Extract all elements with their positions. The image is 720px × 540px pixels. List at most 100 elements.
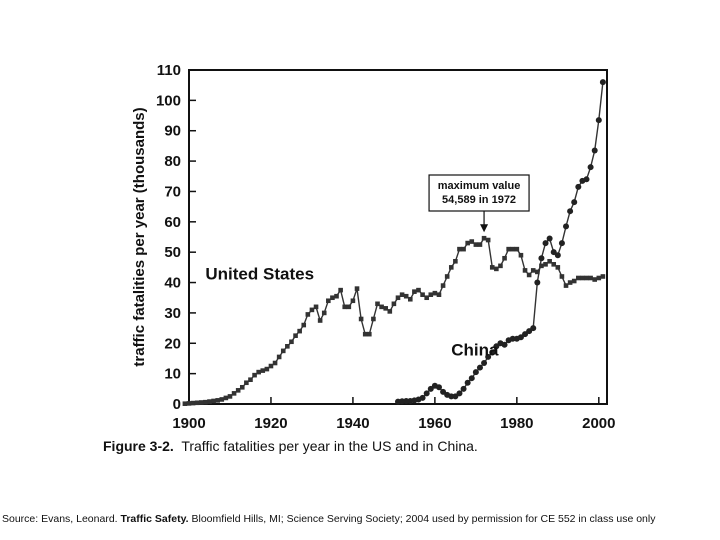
y-tick-label: 40 [164, 275, 181, 292]
data-point-square [383, 306, 389, 311]
data-point-square [371, 316, 376, 322]
data-point-circle [468, 375, 475, 382]
data-point-square [215, 398, 220, 403]
data-point-square [379, 304, 384, 310]
data-point-circle [587, 164, 594, 171]
data-point-square [481, 235, 487, 241]
data-point-square [190, 400, 196, 406]
data-point-square [395, 295, 401, 301]
data-point-square [469, 239, 475, 244]
y-tick-label: 100 [156, 92, 181, 109]
data-point-circle [460, 385, 467, 392]
data-point-square [346, 304, 352, 310]
data-point-square [235, 388, 241, 393]
data-point-square [596, 275, 602, 281]
data-point-square [489, 265, 495, 270]
data-point-circle [558, 240, 565, 247]
data-point-square [285, 344, 290, 349]
data-point-square [588, 275, 593, 281]
data-point-circle [452, 393, 459, 400]
data-point-square [260, 368, 266, 373]
y-tick-label: 110 [157, 62, 181, 79]
data-point-square [592, 277, 598, 282]
data-point-square [461, 246, 466, 252]
data-point-square [186, 401, 192, 406]
x-tick-label: 1980 [500, 415, 533, 432]
data-point-square [555, 265, 561, 270]
data-point-square [391, 301, 397, 307]
data-point-circle [546, 235, 553, 242]
data-point-circle [522, 331, 529, 338]
data-point-square [567, 280, 573, 285]
y-tick-label: 20 [164, 335, 181, 352]
data-point-circle [595, 117, 602, 124]
data-point-square [293, 333, 298, 338]
y-tick-label: 70 [164, 183, 181, 200]
data-point-circle [440, 388, 447, 395]
data-point-square [543, 262, 548, 267]
data-point-square [526, 272, 532, 278]
data-point-square [407, 296, 413, 302]
data-point-square [350, 298, 356, 304]
data-point-square [539, 263, 544, 269]
data-point-circle [493, 343, 500, 350]
data-point-circle [534, 279, 541, 286]
data-point-circle [567, 208, 574, 215]
data-point-square [432, 290, 438, 296]
y-tick-label: 60 [164, 214, 181, 231]
data-point-circle [435, 384, 442, 391]
data-point-square [535, 269, 540, 275]
data-point-square [219, 397, 225, 402]
source-prefix: Source: Evans, Leonard. [2, 513, 121, 525]
data-point-square [227, 394, 233, 399]
data-point-circle [526, 328, 533, 335]
x-tick-label: 2000 [582, 415, 615, 432]
data-point-square [256, 369, 261, 375]
data-point-square [551, 262, 557, 267]
data-point-circle [538, 255, 545, 262]
data-point-square [522, 268, 528, 273]
data-point-square [412, 289, 417, 294]
data-point-circle [464, 379, 471, 386]
series-line-china [397, 82, 604, 403]
data-point-square [330, 295, 335, 301]
series-label: China [451, 340, 499, 359]
data-point-square [375, 301, 380, 307]
figure-caption: Figure 3-2. Traffic fatalities per year … [103, 438, 478, 454]
chart-series [182, 79, 606, 406]
data-point-square [547, 258, 552, 264]
data-point-square [231, 391, 237, 396]
data-point-square [420, 292, 425, 297]
data-point-square [416, 287, 421, 293]
data-point-square [473, 242, 479, 247]
data-point-square [203, 399, 208, 405]
data-point-square [297, 328, 302, 334]
data-point-square [309, 307, 315, 313]
data-point-square [362, 331, 368, 337]
x-tick-label: 1920 [254, 415, 287, 432]
y-tick-label: 0 [173, 396, 181, 413]
chart-ticks: 0 10 20 30 40 50 60 70 80 90 100 110 1900 1920 1940 196… [156, 62, 616, 432]
data-point-square [276, 354, 282, 360]
data-point-square [358, 316, 364, 322]
x-tick-label: 1960 [418, 415, 451, 432]
data-point-square [280, 348, 286, 354]
data-point-square [444, 274, 450, 279]
data-point-circle [419, 394, 426, 401]
figure-number: Figure 3-2. [103, 438, 174, 454]
data-point-square [428, 292, 434, 297]
data-point-square [440, 283, 446, 288]
data-point-circle [476, 364, 483, 371]
data-point-square [272, 360, 278, 366]
data-point-circle [501, 341, 508, 348]
data-point-square [264, 366, 270, 372]
data-point-square [498, 263, 503, 269]
data-point-square [518, 252, 524, 258]
data-point-square [334, 293, 339, 299]
y-tick-label: 10 [164, 366, 181, 383]
y-tick-label: 50 [164, 244, 181, 261]
data-point-square [182, 401, 188, 406]
data-point-square [239, 385, 245, 390]
data-point-square [326, 298, 331, 304]
plot-frame [188, 69, 608, 405]
